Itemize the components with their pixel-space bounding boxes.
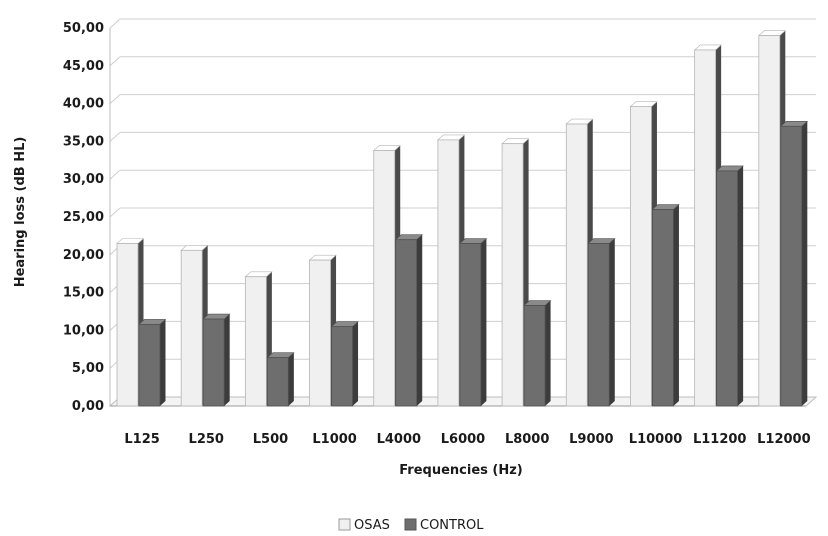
bar-side: [160, 319, 166, 406]
legend-swatch-control: [404, 518, 417, 531]
bar-front: [202, 318, 225, 407]
y-axis-title: Hearing loss (dB HL): [13, 137, 28, 288]
bar-control-l8000: [523, 300, 552, 407]
y-tick-label: 40,00: [63, 97, 104, 112]
gridline-depth: [109, 18, 121, 29]
bar-control-l9000: [587, 238, 616, 407]
bar-front: [331, 326, 353, 407]
bar-side: [801, 121, 808, 406]
gridline-depth: [109, 132, 121, 142]
bar-front: [630, 106, 652, 407]
bar-side: [352, 321, 359, 406]
bar-front: [523, 305, 546, 407]
y-tick-label: 0,00: [72, 399, 104, 414]
bar-front: [501, 143, 524, 407]
bar-front: [138, 323, 161, 407]
legend-label-osas: OSAS: [354, 518, 390, 533]
bar-front: [266, 357, 289, 407]
x-tick-label: L10000: [629, 432, 683, 447]
x-tick-label: L12000: [757, 432, 811, 447]
bar-front: [780, 125, 803, 407]
bar-front: [565, 123, 588, 407]
bar-side: [545, 300, 551, 406]
bar-side: [673, 204, 679, 406]
x-tick-label: L500: [253, 432, 288, 447]
bar-control-l250: [202, 313, 231, 407]
y-tick-label: 10,00: [63, 323, 104, 338]
bar-control-l125: [138, 319, 167, 407]
bar-front: [309, 259, 331, 407]
bar-side: [609, 238, 615, 406]
bar-front: [587, 243, 610, 407]
bar-front: [395, 239, 418, 407]
x-tick-label: L11200: [693, 432, 747, 447]
y-axis-ticks: 0,00 5,00 10,00 15,00 20,00 25,00 30,00 35,00 40…: [63, 21, 104, 414]
bar-front: [716, 170, 739, 407]
bar-side: [224, 314, 230, 406]
bar-side: [288, 352, 294, 406]
x-tick-label: L125: [124, 432, 159, 447]
gridline-depth: [109, 94, 121, 104]
bar-control-l500: [266, 352, 295, 407]
gridline-depth: [109, 207, 121, 218]
gridline-depth: [109, 169, 121, 180]
bar-control-l12000: [780, 121, 809, 407]
y-tick-label: 20,00: [63, 248, 104, 263]
x-tick-label: L9000: [569, 432, 613, 447]
bar-control-l4000: [394, 234, 424, 407]
bar-front: [373, 150, 396, 407]
bar-front: [459, 243, 482, 407]
bar-front: [437, 139, 460, 407]
y-tick-label: 30,00: [63, 172, 104, 187]
x-tick-label: L8000: [505, 432, 549, 447]
bar-side: [737, 165, 744, 406]
legend: OSAS CONTROL: [338, 518, 484, 533]
x-axis-title: Frequencies (Hz): [399, 463, 522, 478]
bar-front: [652, 209, 674, 407]
bar-front: [116, 243, 139, 407]
bar-control-l10000: [651, 204, 680, 407]
y-tick-label: 35,00: [63, 134, 104, 149]
y-tick-label: 45,00: [63, 59, 104, 74]
bar-control-l1000: [330, 321, 359, 407]
x-tick-label: L4000: [377, 432, 421, 447]
gridline-depth: [109, 56, 121, 67]
bar-front: [758, 35, 781, 407]
bar-side: [416, 234, 423, 406]
x-tick-label: L1000: [312, 432, 356, 447]
bar-control-l6000: [459, 238, 488, 407]
bar-front: [694, 49, 717, 407]
y-tick-label: 5,00: [72, 361, 104, 376]
x-tick-label: L250: [189, 432, 224, 447]
bar-side: [480, 238, 487, 406]
y-tick-label: 15,00: [63, 286, 104, 301]
legend-swatch-osas: [338, 518, 351, 531]
y-tick-label: 25,00: [63, 210, 104, 225]
bar-front: [244, 276, 267, 407]
y-tick-label: 50,00: [63, 21, 104, 36]
bar-control-l11200: [715, 165, 744, 407]
legend-label-control: CONTROL: [420, 518, 484, 533]
bars: [116, 30, 809, 407]
x-axis-labels: L125 L250 L500 L1000 L4000 L6000 L8000 L9000 L10…: [124, 432, 810, 447]
x-tick-label: L6000: [441, 432, 485, 447]
bar-front: [180, 249, 203, 407]
